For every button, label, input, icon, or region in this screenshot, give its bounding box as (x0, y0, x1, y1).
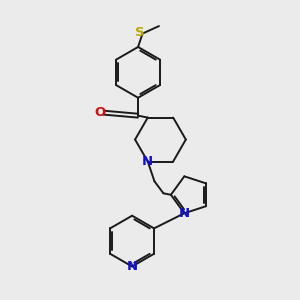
Text: N: N (142, 155, 153, 168)
Text: S: S (135, 26, 144, 38)
Text: N: N (127, 260, 138, 273)
Text: O: O (94, 106, 106, 118)
Text: N: N (179, 207, 190, 220)
